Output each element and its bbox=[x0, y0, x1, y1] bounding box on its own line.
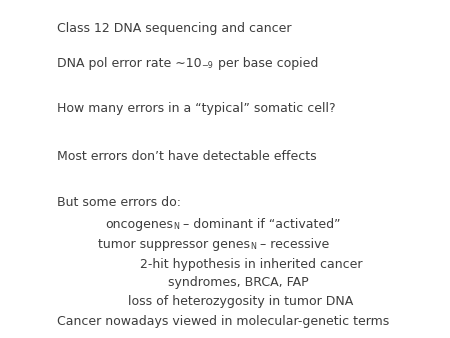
Text: −9: −9 bbox=[202, 61, 213, 70]
Text: DNA pol error rate ∼10: DNA pol error rate ∼10 bbox=[57, 57, 202, 70]
Text: per base copied: per base copied bbox=[213, 57, 318, 70]
Text: syndromes, BRCA, FAP: syndromes, BRCA, FAP bbox=[168, 276, 309, 289]
Text: 2-hit hypothesis in inherited cancer: 2-hit hypothesis in inherited cancer bbox=[140, 258, 363, 271]
Text: N: N bbox=[173, 222, 179, 231]
Text: How many errors in a “typical” somatic cell?: How many errors in a “typical” somatic c… bbox=[57, 102, 336, 115]
Text: tumor suppressor genes: tumor suppressor genes bbox=[98, 238, 250, 251]
Text: Most errors don’t have detectable effects: Most errors don’t have detectable effect… bbox=[57, 150, 317, 163]
Text: oncogenes: oncogenes bbox=[105, 218, 173, 231]
Text: Cancer nowadays viewed in molecular-genetic terms: Cancer nowadays viewed in molecular-gene… bbox=[57, 315, 389, 328]
Text: – recessive: – recessive bbox=[256, 238, 329, 251]
Text: N: N bbox=[250, 242, 256, 251]
Text: loss of heterozygosity in tumor DNA: loss of heterozygosity in tumor DNA bbox=[128, 295, 353, 308]
Text: Class 12 DNA sequencing and cancer: Class 12 DNA sequencing and cancer bbox=[57, 22, 292, 35]
Text: But some errors do:: But some errors do: bbox=[57, 196, 181, 209]
Text: – dominant if “activated”: – dominant if “activated” bbox=[179, 218, 340, 231]
